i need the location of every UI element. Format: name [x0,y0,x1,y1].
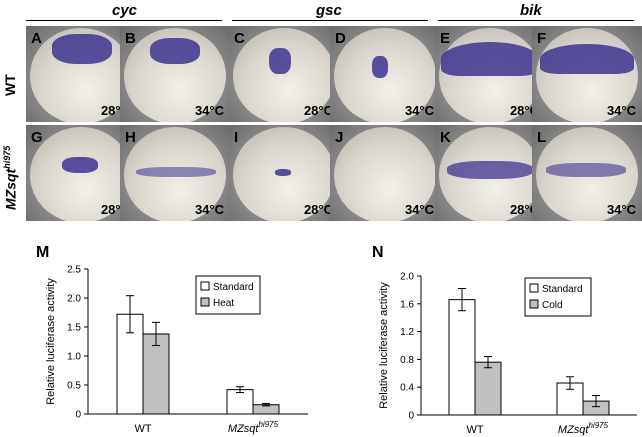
stain-region [447,161,533,179]
panel-letter: G [31,129,43,146]
panel-letter: F [537,30,547,47]
legend-label: Standard [213,282,254,293]
panel-temperature: 34°C [194,202,224,217]
x-category-label: MZsqthi975 [558,421,609,436]
embryo-image [233,28,335,122]
gene-rule-gsc [232,20,428,21]
stain-region [52,34,112,64]
panel-f: F 34°C [532,26,642,122]
panel-temperature: 28°C [303,202,333,217]
y-tick-label: 1.0 [67,352,81,363]
panel-temperature: 28°C [303,103,333,118]
luciferase-chart-heat: 0 0.5 1.0 1.5 2.0 2.5 Relative luciferase acti… [45,265,308,435]
stain-region [275,169,291,176]
y-tick-label: 0 [408,411,414,422]
legend-swatch [200,281,210,291]
chart-panel-label: N [372,244,384,261]
x-category-label: WT [466,424,483,436]
y-tick-label: 1.6 [400,299,414,310]
panel-letter: E [440,30,451,47]
bar-heat [142,333,170,415]
panel-letter: D [335,30,346,47]
y-tick-label: 0 [75,410,81,421]
stain-region [540,44,634,74]
legend-label: Heat [213,298,234,309]
legend-swatch [529,283,539,293]
stain-region [372,56,388,78]
y-tick-label: 1.5 [67,323,81,334]
panel-h: H 34°C [120,125,230,221]
category-name: WT [466,424,483,436]
panel-letter: H [125,129,136,146]
category-name: MZsqt [558,424,590,436]
panel-letter: I [234,129,239,146]
category-superscript: hi975 [588,421,608,430]
panel-temperature: 34°C [404,103,434,118]
y-tick-label: 0.4 [400,383,414,394]
luciferase-chart-cold: 0 0.4 0.8 1.2 1.6 2.0 Relative luciferase acti… [378,272,637,436]
category-name: MZsqt [228,423,260,435]
embryo-image [334,127,436,221]
category-superscript: hi975 [258,420,278,429]
panel-k: K 28°C [435,125,545,221]
chart-panel-label: M [36,244,50,261]
panel-temperature: 34°C [606,103,636,118]
panel-letter: J [335,129,344,146]
y-tick-label: 1.2 [400,327,414,338]
panel-e: E 28°C [435,26,545,122]
gene-label-bik: bik [520,2,542,19]
embryo-image [536,28,638,122]
stain-region [150,38,200,64]
category-name: WT [134,423,151,435]
panel-j: J 34°C [330,125,440,221]
panel-g: G 28°C [26,125,136,221]
stain-region [546,163,626,177]
legend-swatch [529,299,539,309]
legend-swatch [200,297,210,307]
legend-label: Standard [542,284,583,295]
bar-standard [226,389,254,415]
stain-region [441,42,539,76]
panel-temperature: 28°C [509,202,539,217]
panel-letter: A [31,30,42,47]
panel-a: A 28°C [26,26,136,122]
bar-standard [448,299,476,416]
panel-letter: C [234,30,245,47]
y-tick-label: 2.5 [67,265,81,276]
panel-b: B 34°C [120,26,230,122]
embryo-image [30,127,132,221]
stain-region [136,167,216,177]
panel-l: L 34°C [532,125,642,221]
gene-rule-bik [438,20,634,21]
stain-region [62,157,98,173]
panel-i: I 28°C [229,125,339,221]
y-tick-label: 0.8 [400,355,414,366]
bar-cold [474,361,502,416]
panel-temperature: 34°C [606,202,636,217]
y-tick-label: 2.0 [67,294,81,305]
row-label-wt: WT [2,74,18,96]
y-axis-label: Relative luciferase activity [378,282,390,409]
legend-label: Cold [542,300,563,311]
x-category-label: WT [134,423,151,435]
panel-letter: K [440,129,451,146]
panel-c: C 28°C [229,26,339,122]
gene-rule-cyc [26,20,222,21]
stain-region [269,48,291,74]
row-label-mutant: MZsqthi975 [2,145,19,210]
panel-temperature: 28°C [509,103,539,118]
panel-temperature: 34°C [194,103,224,118]
gene-label-gsc: gsc [316,2,342,19]
gene-label-cyc: cyc [112,2,138,19]
y-tick-label: 0.5 [67,381,81,392]
y-axis-label: Relative luciferase activity [45,278,57,405]
panel-d: D 34°C [330,26,440,122]
y-tick-label: 2.0 [400,272,414,283]
panel-temperature: 34°C [404,202,434,217]
x-category-label: MZsqthi975 [228,420,279,435]
panel-letter: B [125,30,136,47]
panel-letter: L [537,129,547,146]
